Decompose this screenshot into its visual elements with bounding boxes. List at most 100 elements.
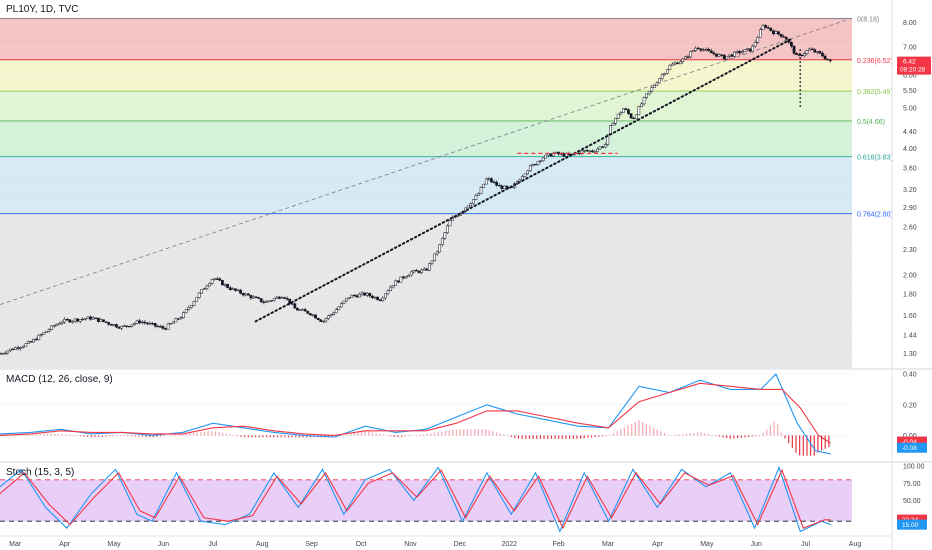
stoch-series-line [0,468,831,530]
candle-body [691,50,695,52]
macd-histogram-bar [375,433,377,436]
stoch-tick-label: 75.00 [903,481,921,488]
fib-zone [0,213,852,368]
candle-body [777,31,780,35]
macd-series [0,373,831,455]
candle-body [213,278,217,280]
candle-body [290,303,294,305]
macd-histogram-bar [156,435,158,437]
candle-body [138,320,142,324]
candle-body [409,271,413,276]
macd-histogram-bar [605,435,607,436]
candle-body [759,29,762,38]
macd-histogram-bar [393,435,395,438]
candle-body [371,295,374,299]
stoch-band [0,479,852,522]
macd-histogram-bar [68,434,70,436]
candle-body [702,49,705,51]
candle-body [3,352,7,355]
candle-body [469,203,473,207]
macd-histogram-bar [214,431,217,436]
macd-histogram-bar [682,434,684,436]
macd-histogram-bar [426,433,428,436]
candle-body [668,64,672,70]
candle-body [210,279,214,284]
macd-histogram-bar [674,434,677,436]
fibonacci-fills [0,18,852,368]
macd-histogram-bar [349,433,352,436]
macd-histogram-bar [57,433,60,436]
dotted-trendline [254,38,793,323]
candle-body [601,146,604,148]
macd-histogram-bar [83,435,85,437]
macd-histogram-bar [565,435,567,439]
candle-body [427,263,431,271]
candle-body [784,36,788,40]
candle-body [665,69,669,74]
candle-body [148,323,152,325]
macd-histogram-bar [707,434,709,436]
price-tick-label: 1.30 [903,351,917,358]
candle-body [21,345,25,348]
macd-histogram-bar [470,429,472,436]
candle-body [526,170,529,175]
candle-body [795,53,798,55]
candle-body [746,48,749,50]
fib-label: 0.236(6.52) [857,58,893,65]
last-price-box [897,56,931,75]
macd-histogram-bar [463,429,465,436]
macd-histogram-bar [503,434,505,436]
stoch-tick-label: 50.00 [903,498,921,505]
candle-body [187,307,191,310]
candle-body [228,287,232,290]
candle-body [8,348,12,352]
macd-tick-label: 0.20 [903,402,917,409]
macd-histogram-bar [547,435,549,439]
macd-histogram-bar [733,435,735,439]
candle-body [756,37,760,43]
macd-histogram-bar [149,435,151,438]
candle-body [678,61,682,65]
candle-body [549,153,553,157]
macd-value-box [897,436,927,447]
candle-body [606,134,610,145]
candle-body [536,161,540,165]
candle-body [647,90,651,95]
macd-histogram-bar [251,435,253,438]
candle-body [593,151,597,153]
candle-body [40,334,43,336]
macd-histogram-bar [138,435,140,437]
macd-histogram-bar [747,435,750,437]
macd-histogram-bar [255,435,257,438]
macd-histogram-bar [510,435,512,437]
fib-zone [0,91,852,121]
candle-body [47,329,51,332]
candle-body [130,324,134,327]
candle-body [350,294,354,298]
macd-histogram-bar [419,434,421,436]
macd-histogram-bar [587,435,589,438]
macd-histogram-bar [379,433,381,436]
candle-body [771,30,775,35]
macd-title: MACD (12, 26, close, 9) [6,374,113,385]
candle-body [246,293,250,296]
chart-title: PL10Y, 1D, TVC [6,4,78,15]
candle-body [774,31,778,35]
candle-body [448,220,452,227]
candle-body [443,232,447,239]
candle-body [815,51,819,53]
price-pane: 0(8.18) 0.236(6.52) 0.382(5.49) 0.5(4.66) 0.… [0,4,931,368]
macd-histogram-bar [653,427,655,436]
candle-body [505,185,509,188]
macd-histogram-bar [773,421,775,436]
candle-body [676,62,679,65]
macd-histogram-bar [222,432,224,436]
candle-body [365,293,369,296]
candle-body [735,51,739,53]
candle-body [782,36,786,38]
price-tick-label: 3.20 [903,187,917,194]
candle-body [671,63,674,66]
candle-body [161,326,165,329]
candle-body [345,298,348,302]
